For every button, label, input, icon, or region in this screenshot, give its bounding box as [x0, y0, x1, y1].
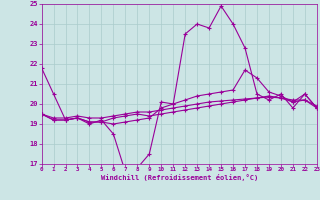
X-axis label: Windchill (Refroidissement éolien,°C): Windchill (Refroidissement éolien,°C): [100, 174, 258, 181]
